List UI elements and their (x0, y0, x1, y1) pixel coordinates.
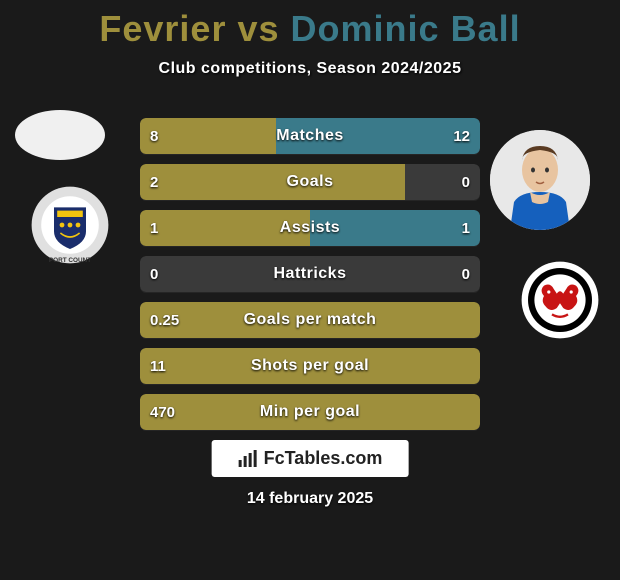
comparison-title: Fevrier vs Dominic Ball (0, 0, 620, 50)
stat-value-right: 12 (453, 118, 470, 154)
player1-club-crest: PORT COUNT (30, 185, 110, 265)
stat-value-left: 0.25 (150, 302, 179, 338)
title-vs: vs (237, 8, 279, 49)
stat-row: 812Matches (140, 118, 480, 154)
stat-value-right: 0 (462, 256, 470, 292)
stat-value-left: 470 (150, 394, 175, 430)
title-player1: Fevrier (99, 8, 226, 49)
title-player2: Dominic Ball (291, 8, 521, 49)
svg-text:PORT COUNT: PORT COUNT (49, 257, 91, 264)
stat-row: 470Min per goal (140, 394, 480, 430)
stat-row: 0.25Goals per match (140, 302, 480, 338)
stat-row: 00Hattricks (140, 256, 480, 292)
player2-club-crest (520, 260, 600, 340)
stat-row: 11Assists (140, 210, 480, 246)
player1-photo (15, 110, 105, 160)
stat-row: 11Shots per goal (140, 348, 480, 384)
stat-value-right: 1 (462, 210, 470, 246)
player2-photo (490, 130, 590, 230)
stats-container: 812Matches20Goals11Assists00Hattricks0.2… (140, 118, 480, 440)
brand-badge: FcTables.com (212, 440, 409, 477)
footer-date: 14 february 2025 (247, 490, 373, 508)
stat-value-left: 2 (150, 164, 158, 200)
stat-value-left: 8 (150, 118, 158, 154)
stat-value-left: 0 (150, 256, 158, 292)
subtitle: Club competitions, Season 2024/2025 (0, 60, 620, 78)
brand-text: FcTables.com (264, 448, 383, 469)
stat-row: 20Goals (140, 164, 480, 200)
stat-value-right: 0 (462, 164, 470, 200)
stat-value-left: 1 (150, 210, 158, 246)
chart-icon (238, 450, 258, 468)
stat-value-left: 11 (150, 348, 166, 384)
